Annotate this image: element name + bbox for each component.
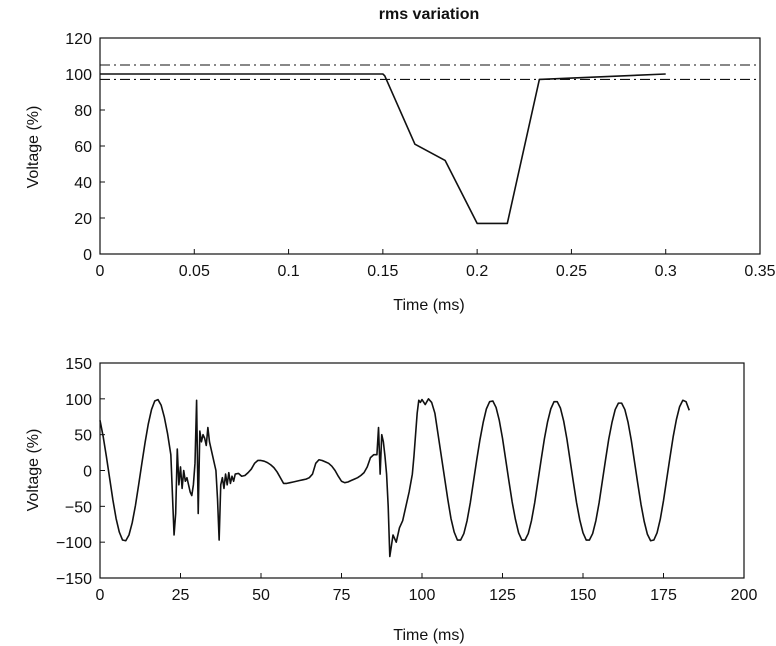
x-tick-label: 0.1 <box>277 263 299 280</box>
x-tick-label: 200 <box>731 587 758 604</box>
y-tick-label: 40 <box>74 175 92 192</box>
chart-title: rms variation <box>379 6 479 23</box>
x-tick-label: 0.35 <box>744 263 775 280</box>
x-tick-label: 0 <box>96 587 105 604</box>
plot-frame <box>99 37 761 255</box>
x-axis-title: Time (ms) <box>393 627 464 644</box>
y-tick-label: 50 <box>74 428 92 445</box>
x-tick-label: 175 <box>650 587 677 604</box>
x-tick-label: 75 <box>333 587 351 604</box>
series-line <box>100 73 666 225</box>
y-tick-label: 100 <box>65 67 92 84</box>
y-tick-label: 0 <box>83 464 92 481</box>
x-axis-title: Time (ms) <box>393 297 464 314</box>
reference-lines <box>100 64 760 80</box>
x-tick-label: 0.15 <box>367 263 398 280</box>
x-tick-label: 0.3 <box>655 263 677 280</box>
y-tick-label: 150 <box>65 356 92 373</box>
x-tick-label: 125 <box>489 587 516 604</box>
tick-labels: 0 25 50 75 100 125 150 175 200 −150 −100 −50 0 50 100 1… <box>56 356 757 604</box>
y-axis-title: Voltage (%) <box>25 429 42 512</box>
series-lines <box>100 73 666 225</box>
x-tick-label: 150 <box>570 587 597 604</box>
y-axis-title: Voltage (%) <box>25 106 42 189</box>
tick-labels: 0 0.05 0.1 0.15 0.2 0.25 0.3 0.35 0 20 40 60 80 100 12… <box>65 31 775 280</box>
x-tick-label: 100 <box>409 587 436 604</box>
x-tick-label: 25 <box>172 587 190 604</box>
y-tick-label: 100 <box>65 392 92 409</box>
y-tick-label: −100 <box>56 535 92 552</box>
series-line <box>99 398 691 558</box>
plot-frame <box>99 362 745 579</box>
y-tick-label: 60 <box>74 139 92 156</box>
x-tick-label: 0.2 <box>466 263 488 280</box>
y-tick-label: −150 <box>56 571 92 588</box>
y-tick-label: 80 <box>74 103 92 120</box>
y-tick-label: 20 <box>74 211 92 228</box>
x-tick-label: 0.25 <box>556 263 587 280</box>
y-tick-label: −50 <box>65 499 92 516</box>
x-tick-label: 0 <box>96 263 105 280</box>
series-lines <box>99 398 691 558</box>
y-tick-label: 0 <box>83 247 92 264</box>
rms-variation-chart: rms variation Time (ms) Voltage (%) 0 0.0… <box>25 6 776 314</box>
y-tick-label: 120 <box>65 31 92 48</box>
x-tick-label: 50 <box>252 587 270 604</box>
voltage-waveform-chart: Time (ms) Voltage (%) 0 25 50 75 100 125 150 17… <box>25 356 757 644</box>
x-tick-label: 0.05 <box>179 263 210 280</box>
